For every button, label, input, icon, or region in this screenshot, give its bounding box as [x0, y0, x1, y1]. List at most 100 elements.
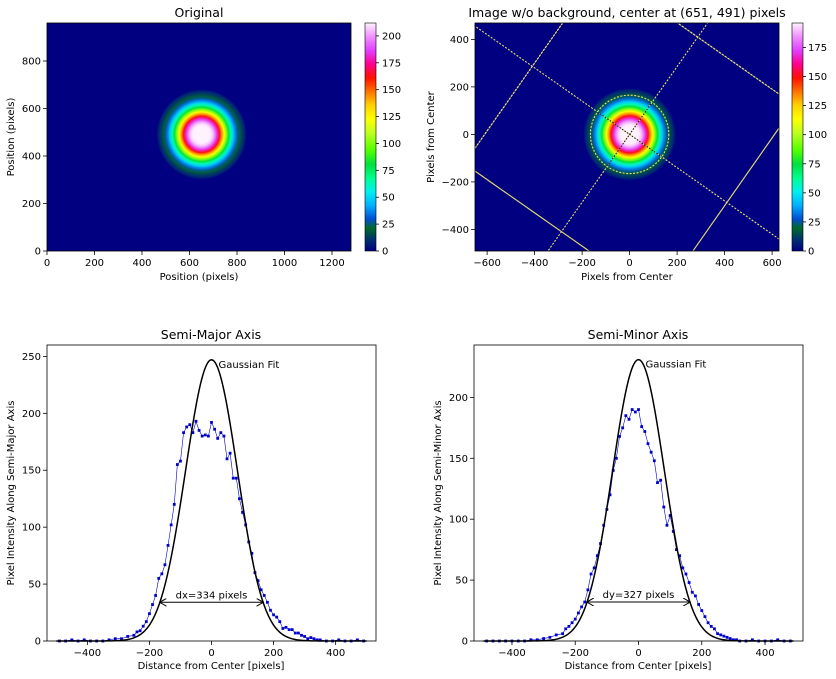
data-point	[182, 431, 185, 435]
x-tick-label: 200	[85, 258, 104, 269]
data-point	[646, 442, 650, 446]
data-point	[281, 627, 285, 630]
data-point	[241, 510, 244, 514]
original-colorbar-ticks: 0 25 50 75 100 125 150 175 200	[376, 31, 401, 258]
data-point	[234, 476, 238, 480]
data-point	[272, 613, 275, 617]
panel-no-background: Image w/o background, center at (651, 49…	[426, 5, 827, 283]
colorbar-tick-label: 50	[382, 193, 395, 204]
data-point	[678, 554, 682, 558]
panel-semi-minor: Semi-Minor Axis Gaussian Fit dy=327 pixel…	[433, 327, 804, 672]
major-y-ticks: 0 50 100 150 200 250	[22, 352, 47, 648]
data-point	[719, 633, 723, 637]
colorbar-tick-label: 125	[808, 101, 827, 112]
y-tick-label: 0	[462, 637, 468, 648]
data-point	[203, 433, 207, 437]
box-edge	[475, 23, 564, 150]
y-tick-label: 600	[22, 104, 41, 115]
data-point	[548, 635, 552, 639]
data-point	[697, 603, 701, 606]
data-point	[700, 609, 704, 612]
data-point	[355, 638, 359, 642]
nobg-colorbar	[791, 22, 804, 252]
box-extension	[676, 23, 779, 95]
data-point	[529, 638, 533, 642]
data-point	[580, 605, 583, 609]
data-point	[126, 635, 130, 638]
nobg-colorbar-ticks: 0 25 50 75 100 125 150 175	[803, 43, 827, 258]
original-ylabel: Position (pixels)	[6, 98, 17, 177]
data-point	[583, 600, 587, 604]
data-point	[163, 563, 167, 567]
data-point	[687, 581, 691, 584]
data-point	[608, 493, 612, 497]
data-point	[275, 615, 279, 619]
data-point	[120, 637, 123, 641]
original-y-ticks: 0 200 400 600 800	[22, 57, 47, 258]
y-tick-label: 0	[35, 247, 41, 258]
data-point	[303, 635, 307, 638]
data-point	[589, 572, 593, 576]
colorbar-tick-label: 0	[382, 247, 388, 258]
data-point	[144, 620, 148, 624]
nobg-xlabel: Pixels from Center	[581, 272, 674, 283]
x-tick-label: 600	[180, 258, 199, 269]
data-point	[132, 633, 136, 637]
minor-title: Semi-Minor Axis	[588, 327, 689, 342]
major-x-ticks: −400 −200 0 200 400	[74, 641, 345, 659]
data-point	[160, 572, 164, 576]
original-title: Original	[175, 5, 224, 20]
data-point	[652, 459, 656, 463]
y-tick-label: 150	[449, 454, 468, 465]
data-point	[659, 478, 663, 482]
y-tick-label: −400	[442, 225, 469, 236]
gaussian-fit-label: Gaussian Fit	[646, 360, 707, 371]
data-point	[290, 628, 294, 632]
box-edge	[475, 170, 591, 251]
minor-plot-area: Gaussian Fit dy=327 pixels	[483, 358, 794, 643]
y-tick-label: 100	[22, 523, 41, 534]
data-point	[561, 632, 564, 636]
data-point	[157, 576, 161, 580]
x-tick-label: 400	[755, 648, 774, 659]
colorbar-tick-label: 75	[382, 166, 395, 177]
data-line	[486, 409, 791, 642]
box-extension	[475, 170, 591, 251]
minor-xlabel: Distance from Center [pixels]	[565, 661, 712, 672]
data-point	[573, 617, 577, 621]
colorbar-tick-label: 175	[382, 58, 401, 69]
data-point	[690, 590, 694, 594]
major-title: Semi-Major Axis	[161, 327, 261, 342]
panel-semi-major: Semi-Major Axis Gaussian Fit dx=334 pixel…	[6, 327, 377, 672]
minor-ylabel: Pixel Intensity Along Semi-Minor Axis	[433, 400, 444, 585]
data-point	[640, 425, 644, 429]
data-point	[297, 631, 300, 635]
data-point	[222, 434, 226, 438]
y-tick-label: 200	[22, 409, 41, 420]
original-axes-frame	[46, 22, 352, 252]
minor-x-ticks: −400 −200 0 200 400	[498, 641, 775, 659]
minor-axis-dotted	[606, 102, 653, 167]
data-point	[219, 431, 223, 435]
data-point	[586, 588, 590, 592]
y-tick-label: 50	[28, 580, 41, 591]
major-ylabel: Pixel Intensity Along Semi-Major Axis	[6, 401, 17, 586]
data-point	[684, 572, 688, 576]
colorbar-tick-label: 175	[808, 43, 827, 54]
x-tick-label: 0	[208, 648, 214, 659]
data-point	[735, 638, 738, 642]
data-point	[542, 637, 545, 640]
data-point	[703, 615, 707, 619]
data-point	[113, 637, 117, 641]
data-point	[312, 637, 316, 641]
colorbar-tick-label: 100	[382, 139, 401, 150]
x-tick-label: 200	[264, 648, 283, 659]
data-point	[175, 463, 179, 466]
colorbar-tick-label: 100	[808, 130, 827, 141]
data-point	[82, 638, 86, 642]
data-point	[135, 630, 139, 634]
data-point	[716, 632, 719, 636]
data-point	[194, 419, 198, 423]
original-xlabel: Position (pixels)	[160, 272, 239, 283]
data-point	[637, 408, 640, 411]
